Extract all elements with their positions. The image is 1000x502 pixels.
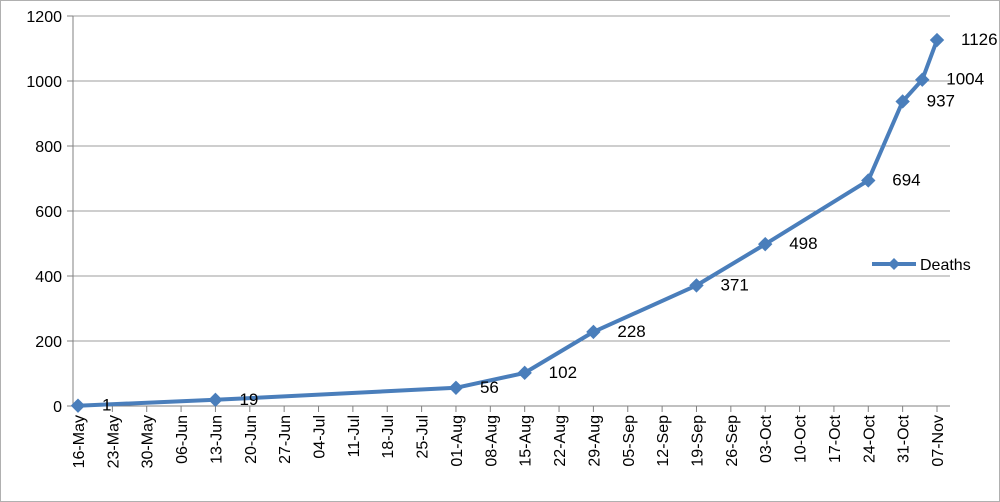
- x-tick-label: 17-Oct: [827, 414, 844, 463]
- x-tick-label: 19-Sep: [689, 415, 706, 467]
- y-tick-label: 0: [53, 399, 62, 416]
- y-tick-label: 600: [35, 204, 62, 221]
- x-tick-label: 31-Oct: [896, 414, 913, 463]
- x-tick-label: 10-Oct: [793, 414, 810, 463]
- data-point-marker: [70, 398, 86, 413]
- x-tick-label: 30-May: [140, 415, 157, 468]
- data-label: 1004: [946, 70, 984, 89]
- x-tick-label: 06-Jun: [174, 415, 191, 464]
- legend-label: Deaths: [920, 257, 971, 274]
- x-tick-label: 16-May: [71, 415, 88, 468]
- x-tick-label: 25-Jul: [415, 415, 432, 459]
- x-tick-label: 20-Jun: [243, 415, 260, 464]
- data-point-marker: [895, 94, 910, 109]
- y-tick-label: 800: [35, 139, 62, 156]
- data-label: 694: [892, 170, 920, 189]
- y-tick-label: 200: [35, 334, 62, 351]
- x-tick-label: 22-Aug: [552, 415, 569, 467]
- x-tick-label: 03-Oct: [758, 414, 775, 463]
- x-tick-label: 01-Aug: [449, 415, 466, 467]
- data-point-marker: [689, 278, 704, 293]
- x-tick-label: 29-Aug: [586, 415, 603, 467]
- data-label: 498: [789, 234, 817, 253]
- y-tick-label: 400: [35, 269, 62, 286]
- data-labels: 1 19 56 102 228 371 498 694 937 1004 1126: [102, 30, 998, 415]
- y-tick-label: 1000: [26, 74, 62, 91]
- legend: Deaths: [872, 257, 971, 274]
- data-label: 1126: [961, 30, 998, 49]
- data-point-marker: [929, 32, 945, 48]
- y-tick-label: 1200: [26, 9, 62, 26]
- data-point-marker: [757, 236, 773, 252]
- data-point-marker: [517, 365, 532, 381]
- axes: 0 200 400 600 800 1000 1200 16-May 23-May 30-May 0…: [26, 9, 950, 468]
- x-tick-label: 27-Jun: [277, 415, 294, 464]
- x-tick-label: 11-Jul: [346, 415, 363, 457]
- x-tick-label: 23-May: [105, 415, 122, 468]
- data-label: 371: [720, 275, 748, 294]
- data-label: 937: [927, 91, 955, 110]
- data-label: 56: [480, 378, 499, 397]
- data-label: 1: [102, 396, 111, 415]
- gridlines: [73, 15, 950, 342]
- series-deaths: [70, 32, 945, 413]
- x-tick-label: 13-Jun: [208, 415, 225, 464]
- data-point-marker: [208, 392, 223, 408]
- x-tick-label: 04-Jul: [312, 415, 329, 459]
- x-tick-label: 26-Sep: [724, 415, 741, 467]
- data-point-marker: [448, 380, 464, 396]
- legend-marker: [888, 258, 900, 270]
- x-tick-label: 08-Aug: [483, 415, 500, 467]
- data-label: 19: [239, 390, 258, 409]
- x-tick-label: 24-Oct: [861, 414, 878, 463]
- data-point-marker: [861, 173, 876, 188]
- data-label: 228: [617, 322, 645, 341]
- x-tick-label: 12-Sep: [655, 415, 672, 467]
- x-tick-label: 15-Aug: [518, 415, 535, 467]
- x-tick-label: 18-Jul: [380, 415, 397, 459]
- x-tick-label: 05-Sep: [621, 415, 638, 467]
- data-point-marker: [915, 72, 930, 87]
- x-tick-label: 07-Nov: [930, 415, 947, 467]
- data-point-marker: [586, 324, 601, 340]
- data-label: 102: [549, 363, 577, 382]
